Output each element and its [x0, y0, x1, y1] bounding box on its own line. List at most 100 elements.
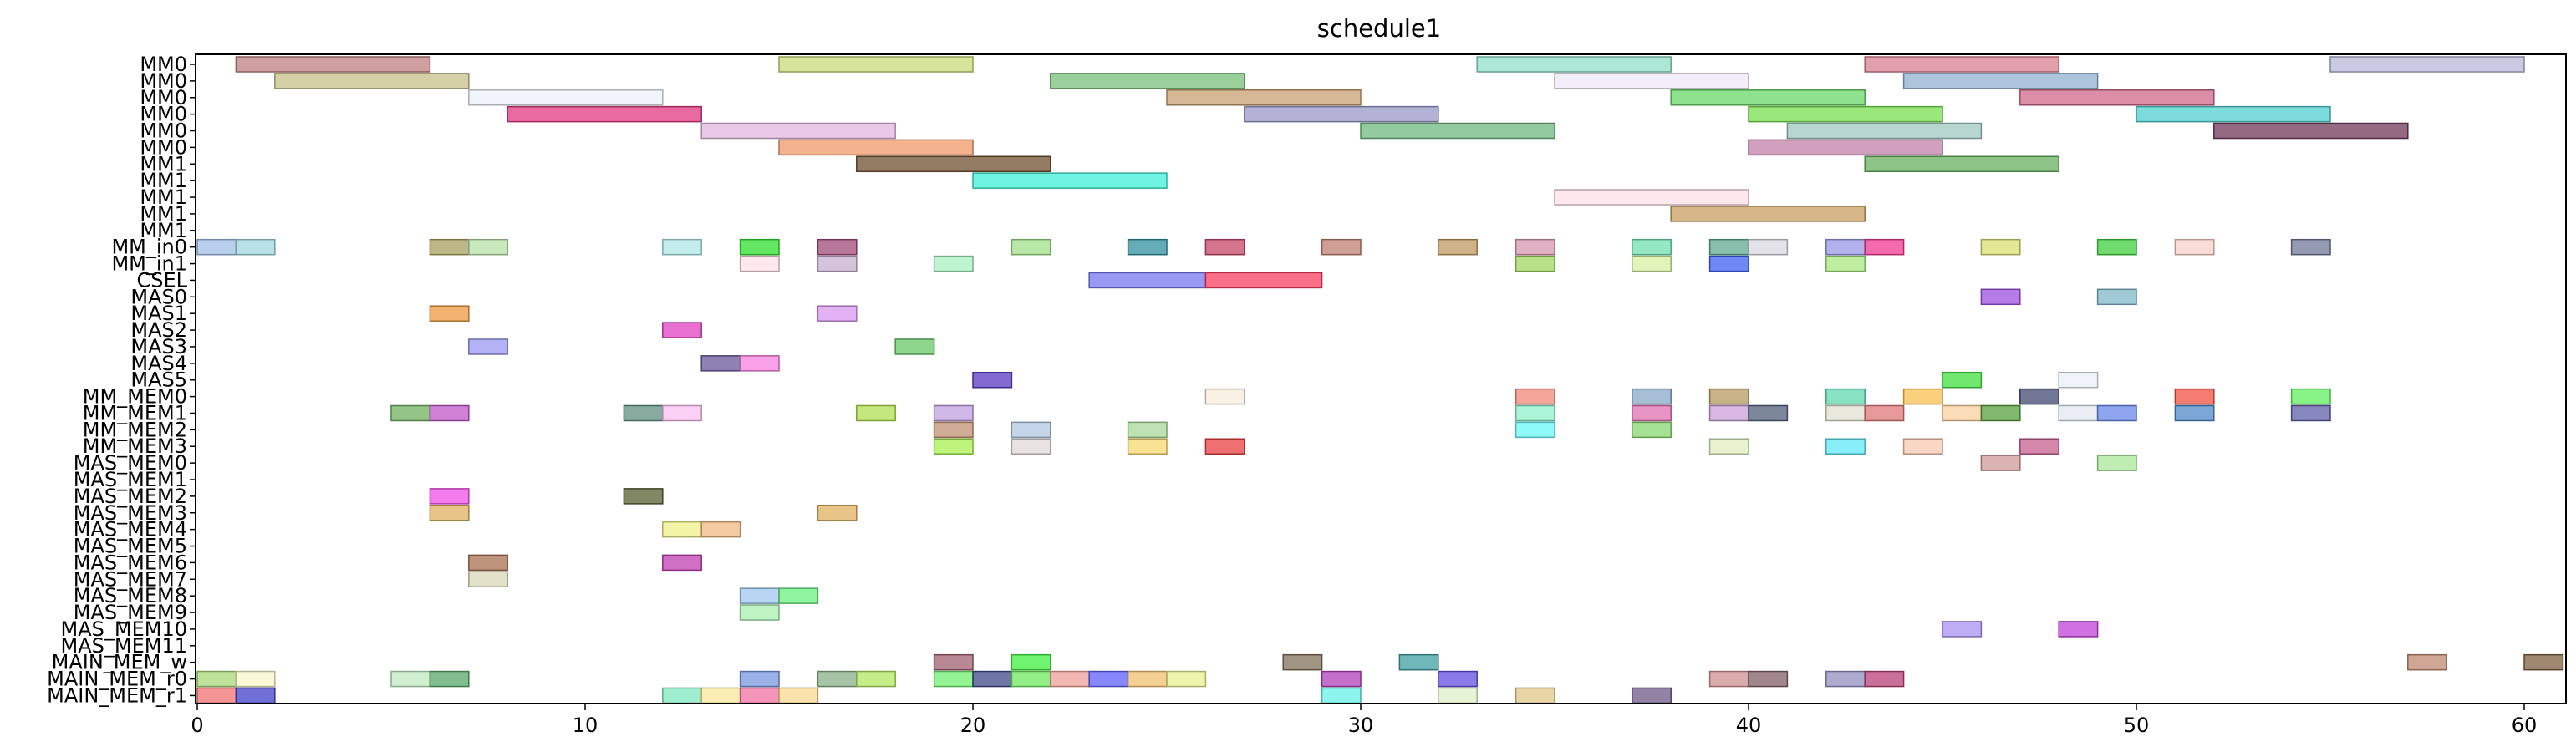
task-bar [2174, 388, 2215, 405]
task-bar [1244, 105, 1439, 123]
task-bar [1632, 238, 1672, 256]
task-bar [623, 404, 664, 422]
plot-frame [195, 53, 2567, 704]
task-bar [1088, 670, 1129, 688]
y-tick-label: MM_in1 [111, 252, 187, 276]
task-bar [1748, 670, 1789, 688]
task-bar [1748, 238, 1789, 256]
task-bar [1864, 404, 1905, 422]
task-bar [2096, 288, 2137, 306]
task-bar [778, 139, 974, 156]
task-bar [429, 305, 470, 322]
task-bar [2019, 388, 2059, 405]
task-bar [662, 238, 702, 256]
task-bar [1011, 421, 1051, 439]
x-axis: 0 10 20 30 40 50 60 [191, 704, 2537, 737]
task-bar [429, 488, 470, 505]
task-bar [1321, 687, 1362, 704]
task-bar [933, 670, 974, 688]
task-bar [1825, 404, 1866, 422]
task-bar [2058, 371, 2099, 389]
x-tick-label: 20 [960, 714, 986, 737]
task-bar [894, 338, 935, 355]
task-bars [196, 56, 2564, 704]
task-bar [1980, 455, 2021, 471]
y-tick-label: MAIN_MEM_r0 [47, 668, 187, 691]
task-bar [1825, 255, 1866, 272]
y-tick-label: MM1 [140, 169, 187, 192]
task-bar [623, 488, 664, 505]
y-tick-label: MM0 [140, 103, 187, 126]
task-bar [1166, 89, 1362, 106]
task-bar [1088, 272, 1207, 289]
task-bar [1748, 105, 1943, 123]
task-bar [2058, 404, 2099, 422]
x-tick-label: 10 [573, 714, 598, 737]
task-bar [468, 338, 508, 355]
task-bar [274, 73, 470, 89]
task-bar [2019, 438, 2059, 455]
task-bar [2096, 455, 2137, 471]
y-tick-label: MAIN_MEM_r1 [47, 683, 187, 707]
task-bar [1902, 438, 1943, 455]
task-bar [739, 687, 780, 704]
task-bar [1942, 404, 1983, 422]
y-axis: MM0MM0MM0MM0MM0MM0MM1MM1MM1MM1MM1MM_in0M… [47, 53, 196, 707]
task-bar [1011, 238, 1051, 256]
task-bar [739, 587, 780, 604]
task-bar [662, 687, 702, 704]
task-bar [1708, 670, 1749, 688]
task-bar [1127, 438, 1168, 455]
task-bar [1632, 404, 1672, 422]
x-tick-label: 40 [1736, 714, 1762, 737]
y-tick-label: MAS_MEM11 [61, 634, 187, 658]
task-bar [196, 687, 237, 704]
task-bar [700, 355, 741, 372]
task-bar [1825, 238, 1866, 256]
y-tick-label: MAS_MEM9 [74, 601, 187, 624]
y-tick-label: MAS_MEM10 [61, 617, 187, 641]
task-bar [856, 670, 896, 688]
task-bar [1515, 388, 1555, 405]
y-tick-label: MAS_MEM0 [74, 451, 187, 475]
task-bar [1515, 238, 1555, 256]
task-bar [1708, 438, 1749, 455]
task-bar [1980, 404, 2021, 422]
task-bar [1708, 388, 1749, 405]
task-bar [2096, 404, 2137, 422]
task-bar [2174, 238, 2215, 256]
task-bar [1515, 404, 1555, 422]
task-bar [1632, 421, 1672, 439]
task-bar [856, 404, 896, 422]
task-bar [2407, 653, 2447, 671]
task-bar [1515, 255, 1555, 272]
y-tick-label: MAS1 [130, 302, 187, 325]
y-tick-label: MM0 [140, 86, 187, 109]
task-bar [933, 421, 974, 439]
y-tick-label: MAS_MEM7 [74, 567, 187, 591]
task-bar [1438, 687, 1478, 704]
y-tick-label: MAS_MEM4 [74, 518, 187, 541]
y-tick-label: MAS_MEM2 [74, 485, 187, 508]
task-bar [2019, 89, 2215, 106]
task-bar [429, 505, 470, 521]
task-bar [1321, 670, 1362, 688]
task-bar [1476, 56, 1672, 73]
task-bar [1204, 388, 1245, 405]
y-tick-label: MM_MEM1 [83, 401, 187, 424]
task-bar [1864, 238, 1905, 256]
task-bar [235, 238, 276, 256]
task-bar [1670, 89, 1866, 106]
x-tick-label: 30 [1348, 714, 1374, 737]
task-bar [1011, 670, 1051, 688]
task-bar [1438, 238, 1478, 256]
task-bar [2136, 105, 2331, 123]
task-bar [739, 255, 780, 272]
task-bar [1398, 653, 1439, 671]
task-bar [1708, 255, 1749, 272]
task-bar [1902, 73, 2099, 89]
y-tick-label: MAS5 [130, 368, 187, 392]
chart-title: schedule1 [1317, 14, 1441, 43]
task-bar [1360, 122, 1555, 140]
task-bar [972, 371, 1013, 389]
